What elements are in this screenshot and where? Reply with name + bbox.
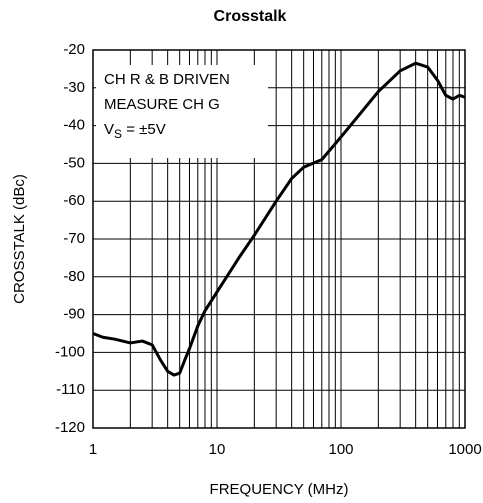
annotation-part: V	[104, 121, 114, 138]
y-tick-label: -100	[55, 343, 85, 360]
y-tick-label: -60	[63, 192, 85, 209]
annotation: VS = ±5V	[104, 121, 166, 141]
annotation-box	[96, 65, 268, 158]
annotation: MEASURE CH G	[104, 96, 220, 113]
x-tick-label: 10	[209, 441, 226, 458]
chart-title: Crosstalk	[214, 8, 287, 25]
data-line	[92, 61, 466, 377]
y-tick-label: -30	[63, 79, 85, 96]
x-axis-label: FREQUENCY (MHz)	[210, 481, 349, 498]
y-tick-label: -80	[63, 268, 85, 285]
y-tick-label: -120	[55, 419, 85, 436]
x-tick-label: 1000	[448, 441, 481, 458]
x-tick-label: 100	[328, 441, 353, 458]
y-tick-label: -90	[63, 306, 85, 323]
annotation: CH R & B DRIVEN	[104, 71, 230, 88]
y-tick-label: -20	[63, 41, 85, 58]
x-tick-label: 1	[89, 441, 97, 458]
annotation-subscript: S	[114, 127, 122, 141]
annotation-part: = ±5V	[122, 121, 166, 138]
y-tick-label: -50	[63, 154, 85, 171]
y-tick-label: -40	[63, 117, 85, 134]
y-tick-label: -110	[56, 381, 85, 398]
plot-frame	[92, 49, 466, 429]
y-axis-label: CROSSTALK (dBc)	[11, 174, 28, 304]
y-tick-label: -70	[63, 230, 85, 247]
